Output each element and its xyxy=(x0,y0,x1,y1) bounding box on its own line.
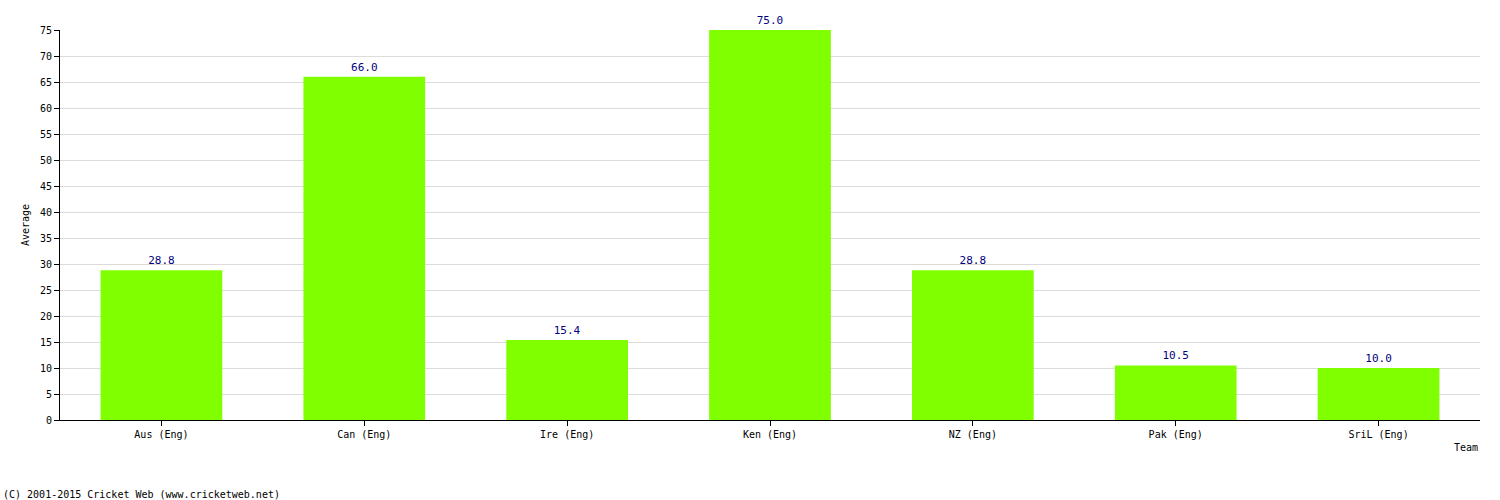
svg-text:Average: Average xyxy=(20,204,31,246)
svg-text:10.0: 10.0 xyxy=(1365,352,1392,365)
svg-text:28.8: 28.8 xyxy=(148,254,175,267)
svg-text:0: 0 xyxy=(46,415,52,426)
svg-text:5: 5 xyxy=(46,389,52,400)
svg-text:75.0: 75.0 xyxy=(757,14,784,27)
svg-text:SriL (Eng): SriL (Eng) xyxy=(1348,429,1408,440)
svg-text:70: 70 xyxy=(40,51,52,62)
svg-text:30: 30 xyxy=(40,259,52,270)
svg-text:55: 55 xyxy=(40,129,52,140)
svg-text:25: 25 xyxy=(40,285,52,296)
svg-text:15: 15 xyxy=(40,337,52,348)
svg-text:75: 75 xyxy=(40,25,52,36)
svg-text:15.4: 15.4 xyxy=(554,324,581,337)
svg-text:10.5: 10.5 xyxy=(1162,349,1189,362)
svg-text:10: 10 xyxy=(40,363,52,374)
svg-text:28.8: 28.8 xyxy=(960,254,987,267)
svg-text:60: 60 xyxy=(40,103,52,114)
svg-text:66.0: 66.0 xyxy=(351,61,378,74)
svg-text:20: 20 xyxy=(40,311,52,322)
svg-text:45: 45 xyxy=(40,181,52,192)
svg-text:Ire (Eng): Ire (Eng) xyxy=(540,429,594,440)
svg-text:Ken (Eng): Ken (Eng) xyxy=(743,429,797,440)
svg-text:Can (Eng): Can (Eng) xyxy=(337,429,391,440)
svg-text:65: 65 xyxy=(40,77,52,88)
svg-text:NZ (Eng): NZ (Eng) xyxy=(949,429,997,440)
svg-text:Team: Team xyxy=(1454,442,1478,453)
svg-text:Pak (Eng): Pak (Eng) xyxy=(1149,429,1203,440)
svg-text:Aus (Eng): Aus (Eng) xyxy=(134,429,188,440)
svg-text:40: 40 xyxy=(40,207,52,218)
svg-text:50: 50 xyxy=(40,155,52,166)
svg-text:35: 35 xyxy=(40,233,52,244)
svg-text:(C) 2001-2015 Cricket Web (www: (C) 2001-2015 Cricket Web (www.cricketwe… xyxy=(3,489,280,500)
